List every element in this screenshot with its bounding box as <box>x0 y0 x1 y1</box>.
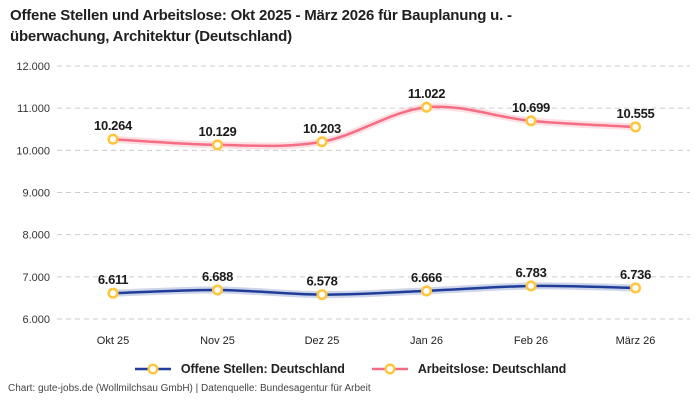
svg-text:11.022: 11.022 <box>408 86 445 101</box>
svg-text:7.000: 7.000 <box>22 272 50 284</box>
svg-text:10.555: 10.555 <box>617 106 655 121</box>
svg-text:Nov 25: Nov 25 <box>200 335 235 347</box>
chart-title: Offene Stellen und Arbeitslose: Okt 2025… <box>10 5 670 47</box>
chart-title-line1: Offene Stellen und Arbeitslose: Okt 2025… <box>10 7 512 24</box>
legend-swatch-offene-stellen-icon <box>134 363 171 375</box>
svg-text:10.203: 10.203 <box>303 121 341 136</box>
svg-text:8.000: 8.000 <box>22 230 50 242</box>
line-chart-canvas[interactable]: 6.000 7.000 8.000 9.000 10.000 11.000 12.000 Ok… <box>0 0 700 355</box>
svg-text:Feb 26: Feb 26 <box>514 335 548 347</box>
legend-item-arbeitslose: Arbeitslose: Deutschland <box>371 362 566 376</box>
svg-text:10.129: 10.129 <box>199 124 237 139</box>
legend-label-offene-stellen: Offene Stellen: Deutschland <box>180 362 345 376</box>
svg-text:10.264: 10.264 <box>94 118 133 133</box>
svg-text:6.783: 6.783 <box>515 265 546 280</box>
svg-text:6.688: 6.688 <box>202 269 233 284</box>
svg-text:6.736: 6.736 <box>620 267 651 282</box>
svg-text:6.578: 6.578 <box>306 274 337 289</box>
svg-text:11.000: 11.000 <box>17 103 50 115</box>
footer-attribution: Chart: gute-jobs.de (Wollmilchsau GmbH) … <box>8 383 371 394</box>
legend-item-offene-stellen: Offene Stellen: Deutschland <box>134 362 345 376</box>
svg-text:10.000: 10.000 <box>16 145 50 157</box>
svg-text:März 26: März 26 <box>616 335 656 347</box>
svg-text:Dez 25: Dez 25 <box>305 335 340 347</box>
chart-legend: Offene Stellen: Deutschland Arbeitslose:… <box>0 358 700 380</box>
svg-text:6.000: 6.000 <box>22 314 50 326</box>
legend-label-arbeitslose: Arbeitslose: Deutschland <box>417 362 567 376</box>
svg-text:9.000: 9.000 <box>22 188 50 200</box>
svg-text:6.666: 6.666 <box>411 270 442 285</box>
svg-text:6.611: 6.611 <box>98 272 128 287</box>
svg-text:Jan 26: Jan 26 <box>410 335 443 347</box>
svg-text:Okt 25: Okt 25 <box>97 335 129 347</box>
svg-text:10.699: 10.699 <box>512 100 550 115</box>
svg-text:12.000: 12.000 <box>16 61 50 73</box>
legend-swatch-arbeitslose-icon <box>371 363 408 375</box>
chart-title-line2: überwachung, Architektur (Deutschland) <box>10 28 292 45</box>
